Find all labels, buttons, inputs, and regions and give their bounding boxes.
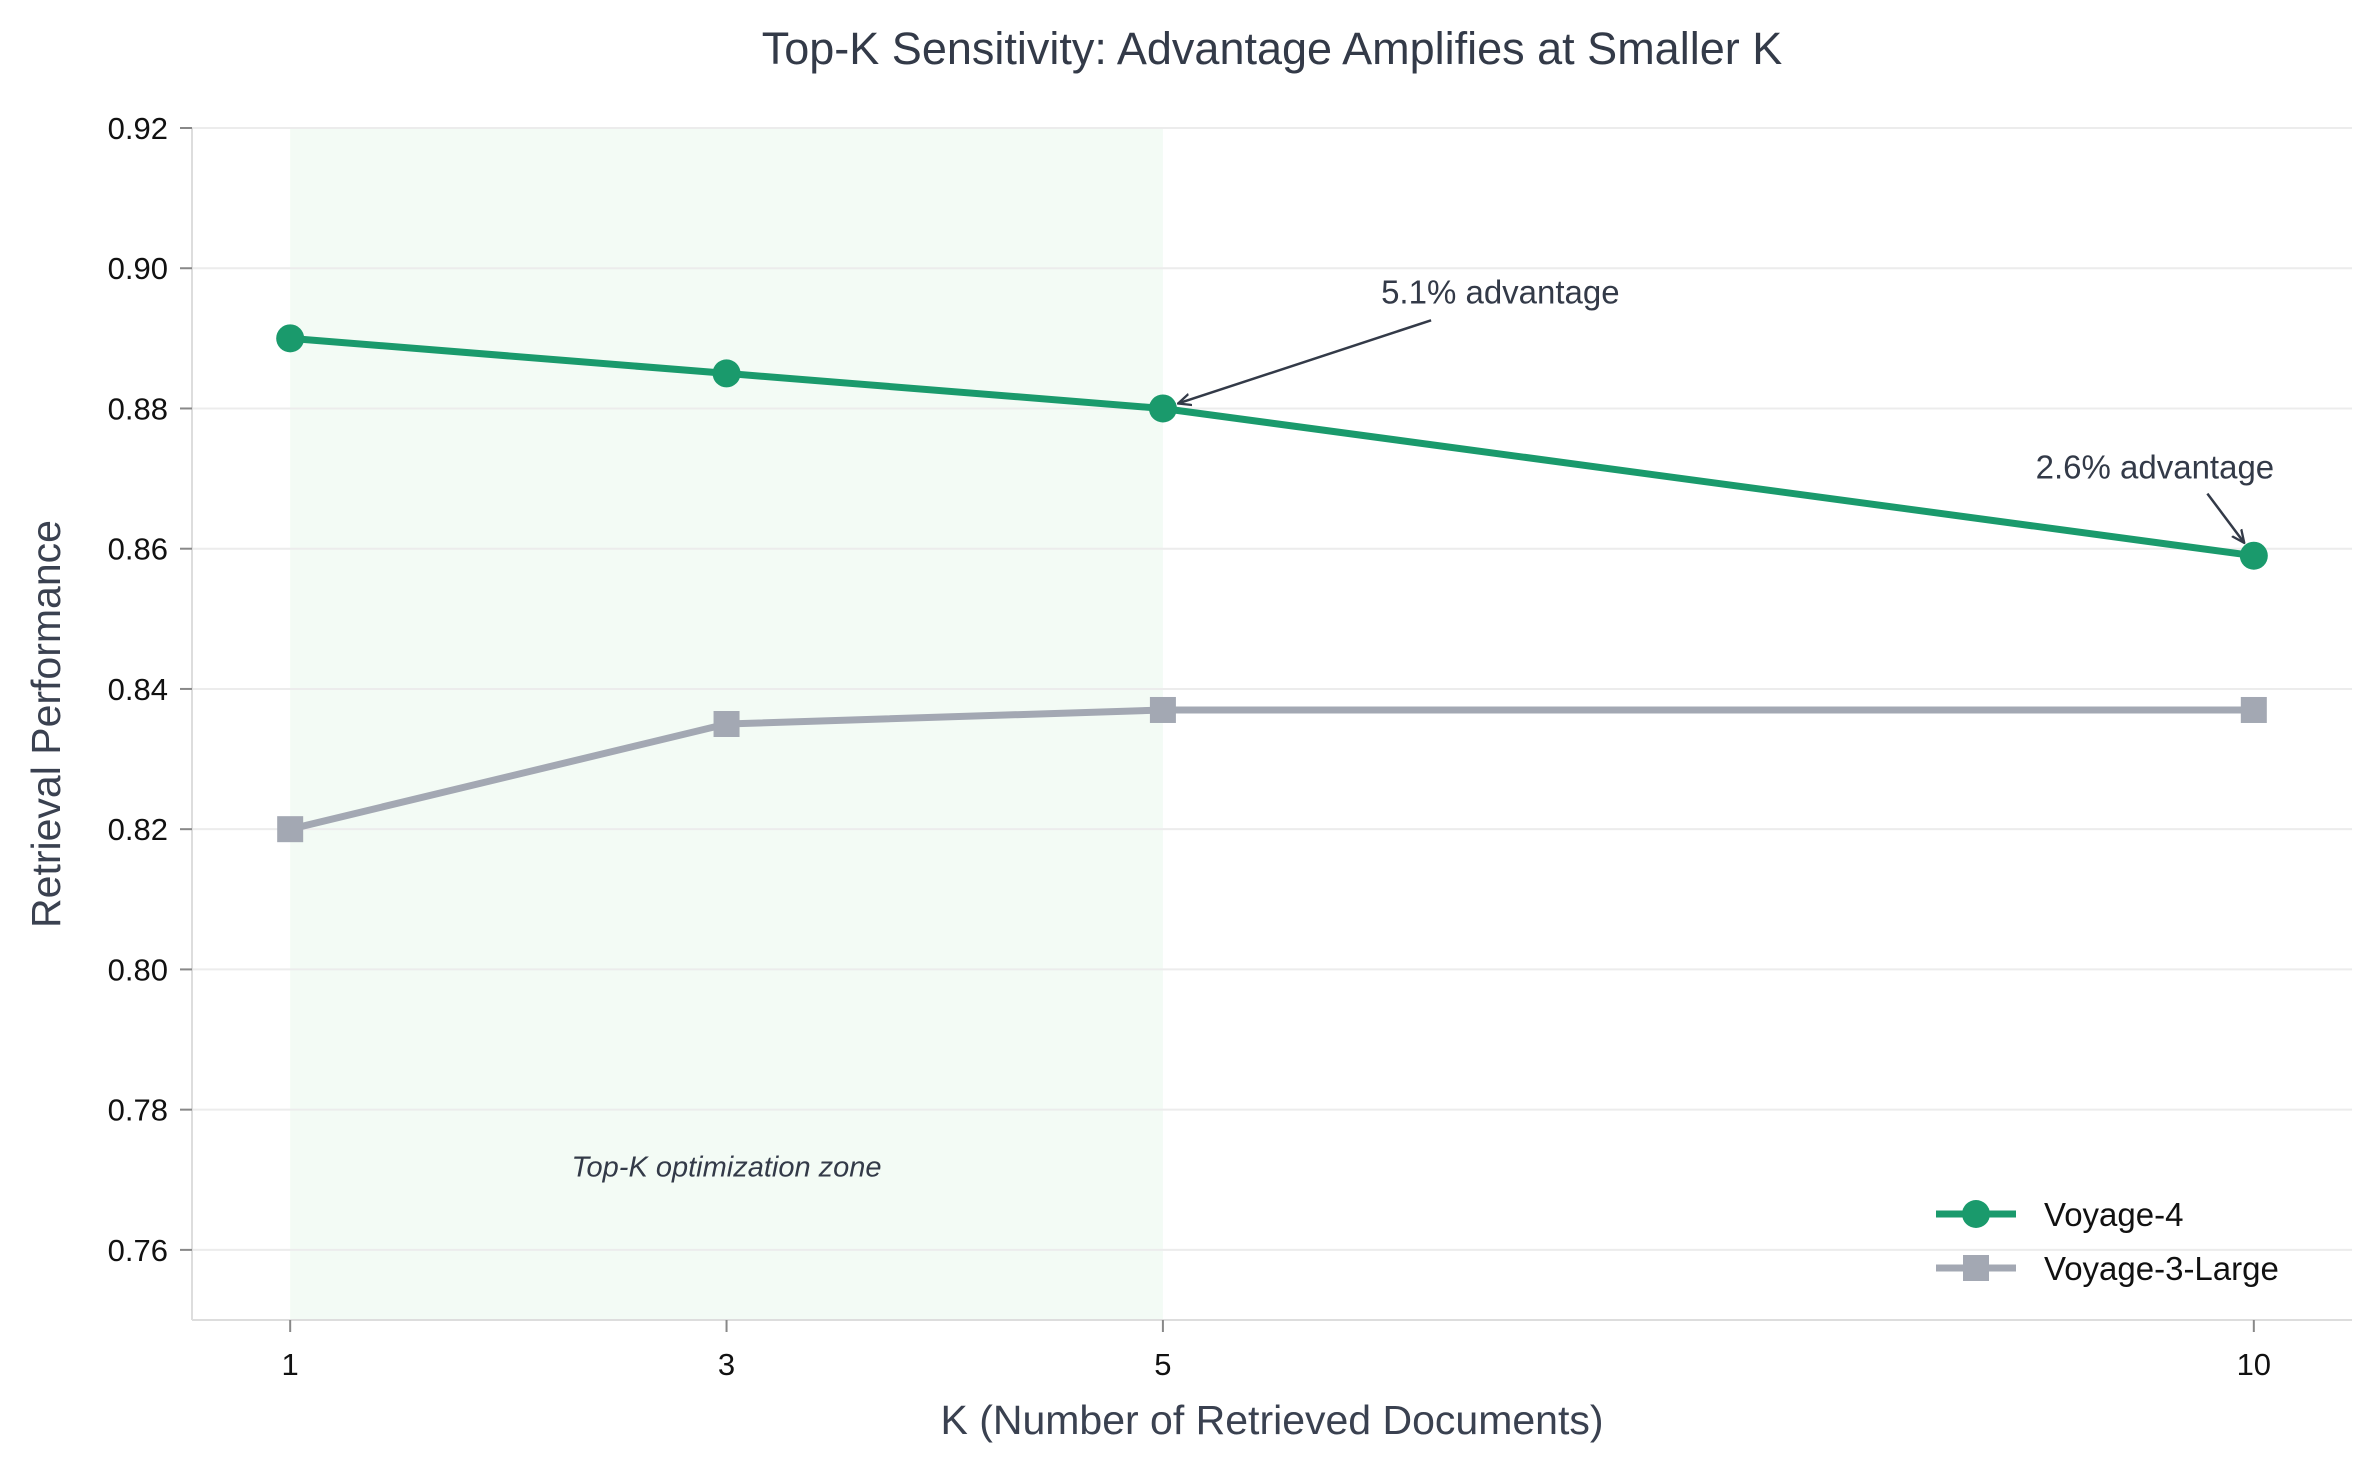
y-tick-label: 0.82: [108, 812, 168, 847]
x-tick-label: 5: [1154, 1347, 1171, 1382]
y-tick-label: 0.84: [108, 672, 168, 707]
y-tick-label: 0.90: [108, 251, 168, 286]
data-point-voyage-3-large: [1149, 696, 1176, 723]
series-line-voyage-3-large: [289, 706, 2254, 833]
data-point-voyage-4: [1148, 394, 1177, 423]
y-tick-label: 0.88: [108, 391, 168, 426]
data-point-voyage-3-large: [2240, 696, 2267, 723]
legend-label: Voyage-4: [2044, 1196, 2183, 1233]
data-point-voyage-4: [276, 324, 305, 353]
x-tick-label: 3: [718, 1347, 735, 1382]
chart-title: Top-K Sensitivity: Advantage Amplifies a…: [762, 23, 1782, 74]
annotation-arrow: [1178, 319, 1432, 403]
data-point-voyage-3-large: [713, 711, 740, 737]
x-axis-title: K (Number of Retrieved Documents): [940, 1397, 1603, 1443]
y-axis-title: Retrieval Performance: [23, 520, 69, 928]
x-tick-label: 10: [2237, 1347, 2271, 1382]
annotation-text: 2.6% advantage: [2036, 449, 2275, 486]
y-tick-label: 0.86: [108, 532, 168, 567]
data-point-voyage-4: [2239, 541, 2268, 570]
annotation-arrow: [2206, 492, 2244, 543]
y-tick-label: 0.76: [108, 1233, 168, 1268]
y-tick-label: 0.92: [108, 111, 168, 146]
x-tick-label: 1: [282, 1347, 299, 1382]
series-line-voyage-4: [289, 334, 2255, 560]
y-tick-label: 0.80: [108, 952, 168, 987]
legend-marker-circle: [1962, 1200, 1990, 1228]
legend-label: Voyage-3-Large: [2044, 1250, 2279, 1287]
optimization-zone-label: Top-K optimization zone: [572, 1151, 882, 1183]
annotation-text: 5.1% advantage: [1381, 273, 1620, 310]
data-point-voyage-4: [712, 359, 741, 388]
y-tick-label: 0.78: [108, 1093, 168, 1128]
data-point-voyage-3-large: [277, 816, 304, 843]
legend-marker-square: [1963, 1255, 1989, 1281]
